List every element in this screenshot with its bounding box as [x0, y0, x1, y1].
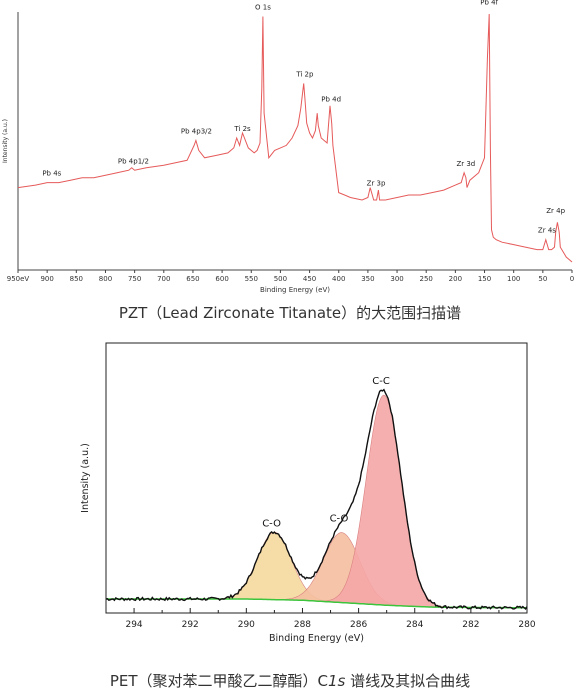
- peak-label: Ti 2s: [233, 125, 251, 133]
- pet-caption-prefix: PET（聚对苯二甲酸乙二醇酯）C: [109, 672, 329, 690]
- x-tick-label: 250: [420, 275, 433, 283]
- x-tick-label: 600: [215, 275, 228, 283]
- x-tick-label: 294: [125, 620, 142, 630]
- x-axis-label: Binding Energy (eV): [260, 286, 330, 294]
- plot-frame: [105, 342, 528, 614]
- x-tick-label: 0: [570, 275, 574, 283]
- x-axis-label: Binding Energy (eV): [269, 633, 364, 644]
- x-tick-label: 292: [182, 620, 199, 630]
- pet-c1s-svg: 294 292 290 288 286 284 282 280 Binding Energy (…: [80, 342, 536, 644]
- x-tick-label: 400: [332, 275, 345, 283]
- pet-caption-suffix: 谱线及其拟合曲线: [345, 672, 471, 690]
- x-tick-label: 650: [186, 275, 199, 283]
- measured-envelope-line: [105, 388, 528, 611]
- y-axis-label: Intensity (a.u.): [2, 119, 9, 163]
- component-label: C-O: [262, 519, 281, 530]
- pet-c1s-chart: 294 292 290 288 286 284 282 280 Binding Energy (…: [0, 335, 580, 665]
- peak-label: Zr 4s: [538, 227, 556, 235]
- peak-label: Pb 4d: [321, 95, 341, 103]
- pzt-survey-chart: 950eV 900 850 800 750 700 650 600 550 500 450 400 35…: [0, 0, 580, 300]
- peak-label: O 1s: [255, 4, 271, 12]
- peak-label: Pb 4f: [480, 0, 498, 7]
- peak-label: Pb 4s: [42, 170, 61, 178]
- x-tick-label: 550: [245, 275, 258, 283]
- x-tick-label: 500: [274, 275, 287, 283]
- x-tick-label: 288: [294, 620, 311, 630]
- peak-label: Zr 4p: [546, 207, 565, 215]
- x-tick-label: 100: [507, 275, 520, 283]
- x-tick-label: 850: [70, 275, 83, 283]
- x-tick-label: 150: [478, 275, 491, 283]
- x-tick-label: 200: [449, 275, 462, 283]
- x-tick-label: 900: [40, 275, 53, 283]
- pet-caption-italic: 1s: [328, 672, 346, 690]
- x-tick-label: 50: [538, 275, 547, 283]
- peak-label: Zr 3p: [367, 180, 386, 188]
- peak-label: Pb 4p3/2: [181, 128, 212, 136]
- x-tick-label: 750: [128, 275, 141, 283]
- pet-chart-caption: PET（聚对苯二甲酸乙二醇酯）C1s 谱线及其拟合曲线: [0, 670, 580, 691]
- peak-label: Zr 3d: [456, 160, 475, 168]
- x-tick-label: 280: [518, 620, 535, 630]
- x-tick-label: 290: [238, 620, 255, 630]
- pzt-survey-svg: 950eV 900 850 800 750 700 650 600 550 500 450 400 35…: [2, 0, 574, 294]
- x-tick-label: 350: [361, 275, 374, 283]
- survey-spectrum-line: [17, 13, 573, 263]
- x-tick-label: 450: [303, 275, 316, 283]
- x-tick-label: 800: [99, 275, 112, 283]
- pzt-chart-caption: PZT（Lead Zirconate Titanate）的大范围扫描谱: [118, 304, 462, 322]
- x-tick-label: 282: [462, 620, 479, 630]
- peak-label: Pb 4p1/2: [118, 157, 149, 165]
- x-tick-label: 950eV: [7, 275, 30, 283]
- x-tick-label: 700: [157, 275, 170, 283]
- x-tick-label: 286: [350, 620, 367, 630]
- y-axis-label: Intensity (a.u.): [80, 443, 91, 513]
- component-label: C-C: [372, 376, 390, 387]
- component-label: C-O: [330, 514, 349, 525]
- x-tick-label: 300: [390, 275, 403, 283]
- x-tick-label: 284: [406, 620, 423, 630]
- peak-label: Ti 2p: [295, 70, 314, 78]
